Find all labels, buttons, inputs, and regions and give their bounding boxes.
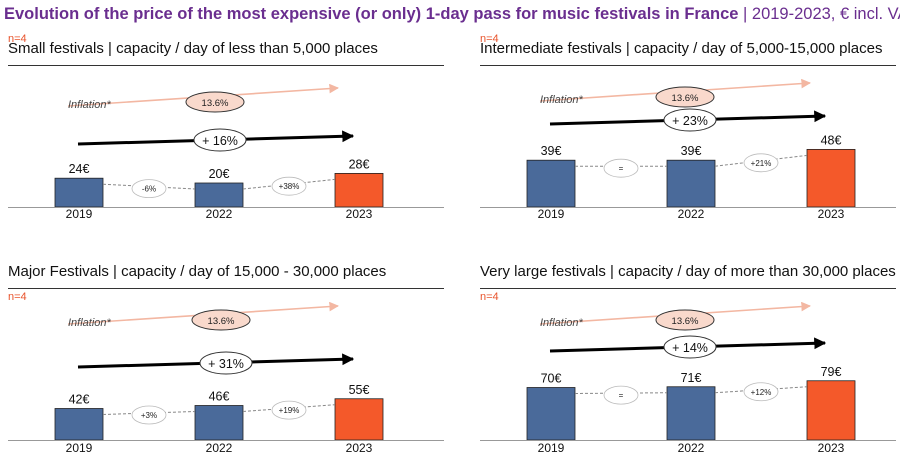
bar	[806, 148, 856, 208]
page-title: Evolution of the price of the most expen…	[4, 5, 739, 23]
x-tick-label: 2022	[678, 441, 705, 455]
x-tick-label: 2019	[66, 207, 93, 221]
bar	[334, 398, 384, 441]
change-bubble	[603, 385, 639, 405]
x-tick-label: 2022	[678, 207, 705, 221]
total-change-value: + 14%	[672, 341, 708, 355]
chart-panel: Major Festivals | capacity / day of 15,0…	[8, 263, 444, 463]
change-value: +12%	[751, 388, 772, 397]
chart-panel: Very large festivals | capacity / day of…	[480, 263, 896, 463]
change-value: +38%	[279, 182, 300, 191]
bar	[666, 159, 716, 208]
chart-title-rule	[8, 65, 444, 66]
total-change-value: + 23%	[672, 114, 708, 128]
change-value: =	[619, 391, 624, 400]
x-tick-label: 2019	[66, 441, 93, 455]
change-bubble	[743, 382, 779, 402]
inflation-oval	[191, 309, 251, 331]
change-value: =	[619, 164, 624, 173]
chart-title-rule	[480, 65, 896, 66]
sample-size-label: n=4	[480, 33, 499, 45]
change-bubble	[271, 400, 307, 420]
chart-panel: Intermediate festivals | capacity / day …	[480, 40, 896, 240]
bar-value-label: 28€	[349, 157, 370, 171]
page-title-bar: Evolution of the price of the most expen…	[4, 3, 900, 25]
inflation-value: 13.6%	[672, 316, 699, 327]
chart-title: Major Festivals | capacity / day of 15,0…	[8, 263, 387, 280]
bar-value-label: 42€	[69, 393, 90, 407]
change-value: +21%	[751, 159, 772, 168]
inflation-oval	[185, 91, 245, 113]
inflation-label: Inflation*	[68, 317, 112, 329]
change-value: +19%	[279, 406, 300, 415]
chart-title-rule	[480, 288, 896, 289]
bar	[666, 386, 716, 441]
x-tick-label: 2019	[538, 207, 565, 221]
bar	[526, 387, 576, 441]
chart-panel: Small festivals | capacity / day of less…	[8, 40, 444, 240]
change-bubble	[603, 158, 639, 178]
x-tick-label: 2023	[346, 207, 373, 221]
inflation-label: Inflation*	[540, 317, 584, 329]
bar-value-label: 20€	[209, 167, 230, 181]
bar	[54, 408, 104, 441]
bar-value-label: 55€	[349, 383, 370, 397]
chart-title-rule	[8, 288, 444, 289]
total-change-oval	[199, 351, 253, 375]
total-change-oval	[663, 108, 717, 132]
x-tick-label: 2022	[206, 207, 233, 221]
inflation-oval	[655, 86, 715, 108]
change-bubble	[131, 179, 167, 199]
chart-title: Very large festivals | capacity / day of…	[480, 263, 896, 280]
sample-size-label: n=4	[8, 33, 27, 45]
bar	[806, 380, 856, 441]
total-change-value: + 31%	[208, 357, 244, 371]
x-tick-label: 2019	[538, 441, 565, 455]
chart-title: Small festivals | capacity / day of less…	[8, 40, 378, 57]
inflation-value: 13.6%	[672, 93, 699, 104]
inflation-value: 13.6%	[208, 316, 235, 327]
inflation-label: Inflation*	[68, 99, 112, 111]
x-tick-label: 2023	[346, 441, 373, 455]
change-bubble	[271, 176, 307, 196]
total-change-oval	[193, 128, 247, 152]
bar-value-label: 71€	[681, 371, 702, 385]
sample-size-label: n=4	[8, 291, 27, 303]
bar-value-label: 24€	[69, 162, 90, 176]
bar-value-label: 48€	[821, 133, 842, 147]
bar-value-label: 79€	[821, 365, 842, 379]
change-value: -6%	[142, 185, 156, 194]
change-bubble	[131, 405, 167, 425]
inflation-label: Inflation*	[540, 94, 584, 106]
x-tick-label: 2022	[206, 441, 233, 455]
x-tick-label: 2023	[818, 441, 845, 455]
x-tick-label: 2023	[818, 207, 845, 221]
bar-value-label: 39€	[541, 144, 562, 158]
change-value: +3%	[141, 411, 157, 420]
change-bubble	[743, 153, 779, 173]
bar	[194, 405, 244, 441]
total-change-oval	[663, 335, 717, 359]
bar	[334, 172, 384, 208]
bar-value-label: 39€	[681, 144, 702, 158]
total-change-value: + 16%	[202, 134, 238, 148]
bar	[526, 159, 576, 208]
inflation-value: 13.6%	[202, 98, 229, 109]
bar-value-label: 46€	[209, 390, 230, 404]
chart-title: Intermediate festivals | capacity / day …	[480, 40, 883, 57]
page-subtitle: | 2019-2023, € incl. VAT	[743, 5, 900, 23]
inflation-oval	[655, 309, 715, 331]
bar-value-label: 70€	[541, 372, 562, 386]
sample-size-label: n=4	[480, 291, 499, 303]
